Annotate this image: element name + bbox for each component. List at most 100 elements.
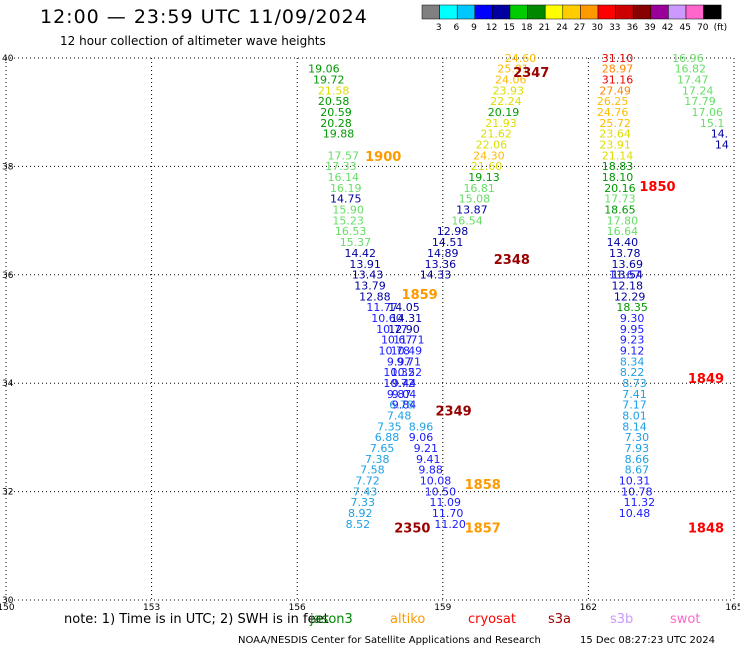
wave-height-point: 13.54 (611, 269, 643, 282)
pass-time-label: 2348 (494, 253, 530, 268)
wave-height-point: 10.48 (619, 507, 651, 520)
wave-height-point: 26.25 (597, 95, 629, 108)
colorbar-label: 21 (539, 23, 550, 33)
y-tick-label: 38 (2, 162, 14, 172)
wave-height-point: 31.16 (602, 73, 634, 86)
colorbar-swatch (492, 4, 511, 20)
wave-height-point: 7.35 (377, 420, 402, 433)
wave-height-point: 11.77 (366, 301, 398, 314)
wave-height-point: 10.08 (420, 475, 452, 488)
wave-height-point: 16.19 (330, 182, 362, 195)
wave-height-point: 17.73 (604, 193, 636, 206)
wave-height-point: 9.21 (414, 442, 439, 455)
wave-height-point: 7.38 (365, 453, 390, 466)
wave-height-point: 7.17 (622, 399, 647, 412)
wave-height-point: 25.72 (599, 117, 631, 130)
wave-height-point: 20.58 (318, 95, 350, 108)
colorbar-swatch (580, 4, 599, 20)
x-tick-label: 150 (0, 603, 15, 610)
wave-height-point: 13.36 (425, 258, 457, 271)
wave-height-point: 7.30 (625, 431, 650, 444)
wave-height-point: 10.78 (621, 485, 653, 498)
wave-height-point: 17.79 (684, 95, 716, 108)
wave-height-point: 19.88 (323, 128, 355, 141)
colorbar-label: 3 (436, 23, 442, 33)
plot-grid (5, 57, 735, 601)
wave-height-point: 19.13 (468, 171, 500, 184)
colorbar-label: 18 (521, 23, 533, 33)
wave-height-point: 13.91 (349, 258, 381, 271)
wave-height-chart: 3 6 9 12 15 18 21 24 27 30 33 36 39 42 45 70 (ft) 150 153… (0, 4, 740, 610)
wave-height-point: 16.81 (463, 182, 495, 195)
wave-height-point: 8.67 (625, 464, 650, 477)
wave-height-point: 12.90 (388, 323, 420, 336)
wave-height-point: 7.33 (350, 496, 375, 509)
pass-time-label: 1859 (402, 288, 438, 303)
pass-time-label: 1850 (639, 180, 675, 195)
wave-height-point: 7.41 (622, 388, 647, 401)
wave-height-point: 14.40 (607, 236, 639, 249)
wave-height-point: 9.12 (620, 344, 645, 357)
wave-height-point: 10.52 (391, 366, 423, 379)
colorbar-label: 6 (454, 23, 460, 33)
wave-height-point: 9.71 (397, 355, 422, 368)
colorbar-label: 42 (662, 23, 673, 33)
wave-height-point: 9.88 (418, 464, 443, 477)
wave-height-point: 17.47 (677, 73, 709, 86)
wave-height-point: 16.64 (607, 225, 639, 238)
wave-height-point: 16.96 (672, 52, 704, 65)
wave-height-point: 14.33 (420, 269, 452, 282)
wave-height-point: 22.24 (490, 95, 522, 108)
wave-height-point: 28.97 (602, 63, 634, 76)
wave-height-point: 15.37 (340, 236, 372, 249)
wave-height-point: 18.10 (602, 171, 634, 184)
wave-height-point: 21.62 (480, 128, 512, 141)
wave-height-point: 19.72 (313, 73, 345, 86)
wave-height-point: 20.28 (320, 117, 352, 130)
wave-height-point: 7.43 (353, 485, 378, 498)
wave-height-point: 9.41 (416, 453, 441, 466)
x-tick-label: 165 (725, 603, 740, 610)
colorbar-label: 12 (486, 23, 497, 33)
colorbar-swatch (632, 4, 652, 20)
y-tick-label: 34 (2, 379, 14, 389)
wave-height-point: 12.98 (437, 225, 469, 238)
colorbar-swatch (597, 4, 616, 20)
wave-height-point: 18.83 (602, 160, 634, 173)
wave-height-point: 9.44 (392, 377, 417, 390)
colorbar-swatch (650, 4, 669, 20)
wave-height-point: 14.51 (432, 236, 464, 249)
wave-height-point: 10.49 (391, 344, 423, 357)
y-tick-label: 30 (2, 596, 14, 606)
wave-height-point: 15.23 (332, 214, 364, 227)
wave-height-point: 11.67 (609, 269, 641, 282)
y-tick-label: 36 (2, 271, 14, 281)
wave-height-point: 11.09 (429, 496, 461, 509)
wave-height-point: 14. (711, 128, 729, 141)
wave-height-point: 11.20 (434, 518, 466, 531)
footer-timestamp: 15 Dec 08:27:23 UTC 2024 (580, 635, 715, 646)
wave-height-point: 7.93 (625, 442, 650, 455)
wave-height-point: 13.43 (352, 269, 384, 282)
wave-height-point: 16.53 (335, 225, 367, 238)
wave-height-point: 15.08 (459, 193, 491, 206)
colorbar-label: 70 (697, 23, 709, 33)
wave-height-point: 17.24 (682, 84, 714, 97)
wave-height-point: 9.06 (409, 431, 434, 444)
wave-height-point: 14.05 (388, 301, 420, 314)
colorbar-label: 33 (609, 23, 620, 33)
wave-height-point: 16.14 (328, 171, 360, 184)
colorbar-legend: 3 6 9 12 15 18 21 24 27 30 33 36 39 42 45 70 (ft) (421, 4, 728, 33)
colorbar-label: 15 (503, 23, 514, 33)
wave-height-point: 12.88 (359, 290, 391, 303)
wave-height-point: 7.58 (360, 464, 385, 477)
colorbar-swatch (509, 4, 528, 20)
wave-height-point: 6.88 (375, 431, 400, 444)
wave-height-point: 18.65 (604, 204, 636, 217)
x-tick-label: 153 (143, 603, 160, 610)
satellite-legend-item: cryosat (468, 612, 516, 627)
wave-height-point: 22.06 (476, 139, 508, 152)
wave-height-point: 13.87 (456, 204, 488, 217)
colorbar-label: (ft) (714, 23, 728, 33)
